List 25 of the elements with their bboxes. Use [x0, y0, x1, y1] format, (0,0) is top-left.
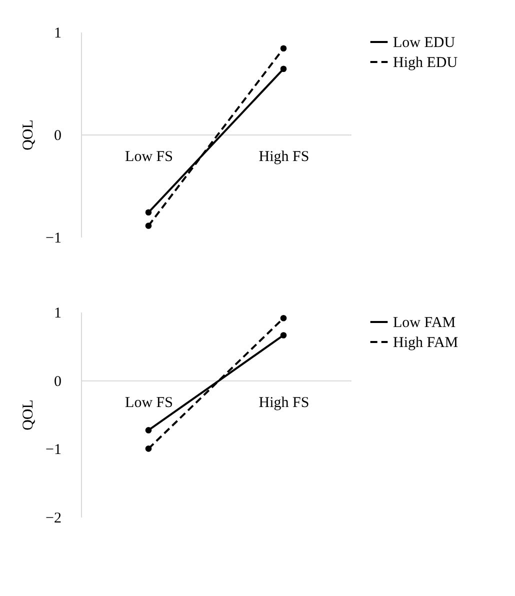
legend-label: Low EDU: [393, 35, 456, 51]
y-tick-label: −1: [46, 442, 62, 458]
legend-label: High FAM: [393, 335, 458, 351]
y-tick-label: 0: [54, 128, 62, 144]
point: [145, 446, 152, 452]
y-axis-title: QOL: [20, 400, 37, 430]
y-tick-label: 0: [54, 374, 62, 390]
point: [145, 427, 152, 434]
x-tick-label: High FS: [258, 149, 310, 165]
x-tick-label: Low FS: [125, 394, 173, 411]
y-tick-label: 1: [54, 306, 62, 322]
point: [280, 45, 287, 52]
point: [280, 332, 287, 338]
point: [145, 209, 152, 216]
point: [280, 66, 287, 72]
y-tick-label: −2: [46, 510, 62, 526]
legend-label: High EDU: [393, 55, 458, 71]
point: [280, 314, 287, 322]
legend-label: Low FAM: [393, 315, 456, 331]
point: [145, 222, 152, 229]
y-tick-label: 1: [54, 26, 62, 42]
y-tick-label: −1: [46, 230, 62, 246]
y-axis-title: QOL: [20, 120, 37, 150]
x-tick-label: High FS: [258, 394, 310, 411]
x-tick-label: Low FS: [125, 149, 173, 165]
